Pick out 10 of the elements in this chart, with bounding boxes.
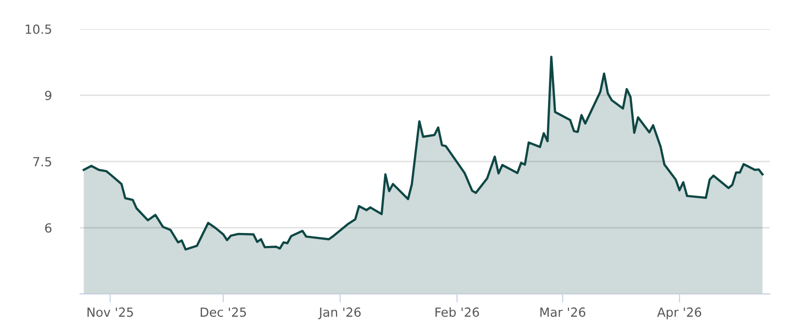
x-tick-label: Nov '25 (88, 307, 133, 317)
y-tick-label: 9 (45, 90, 52, 100)
y-tick-label: 10.5 (26, 24, 52, 34)
x-tick-label: Jan '26 (318, 307, 361, 320)
x-tick-label: Mar '26 (540, 307, 586, 317)
x-tick-label: Feb '26 (436, 307, 479, 317)
y-tick-label: 6 (45, 223, 52, 233)
y-tick-label: 7.5 (33, 157, 52, 166)
x-tick-label: Dec '25 (200, 307, 246, 317)
x-tick-label: Apr '26 (657, 307, 702, 320)
